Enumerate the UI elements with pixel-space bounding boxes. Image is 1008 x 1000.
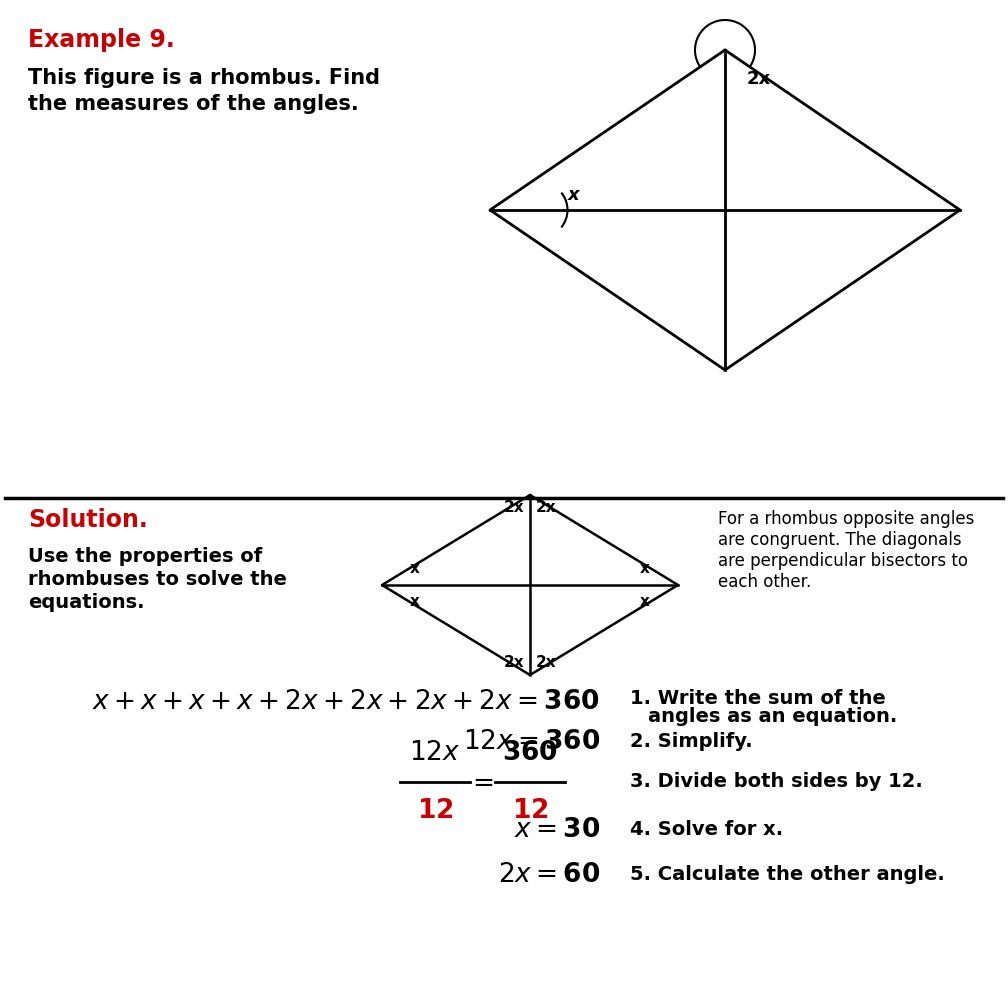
Text: 2. Simplify.: 2. Simplify. [630,732,753,751]
Text: 2x: 2x [536,655,556,670]
Text: $\mathbf{12}$: $\mathbf{12}$ [512,798,548,824]
Text: $=$: $=$ [467,769,493,795]
Text: 2x: 2x [503,655,524,670]
Text: Solution.: Solution. [28,508,148,532]
Text: are congruent. The diagonals: are congruent. The diagonals [718,531,962,549]
Text: $\mathit{x} + \mathit{x} + \mathit{x} + \mathit{x} + 2\mathit{x} + 2\mathit{x} +: $\mathit{x} + \mathit{x} + \mathit{x} + … [93,689,600,715]
Text: This figure is a rhombus. Find: This figure is a rhombus. Find [28,68,380,88]
Text: 4. Solve for x.: 4. Solve for x. [630,820,783,839]
Text: 1. Write the sum of the: 1. Write the sum of the [630,689,886,708]
Text: x: x [640,561,650,576]
Text: equations.: equations. [28,593,144,612]
Text: $12\mathit{x}$: $12\mathit{x}$ [409,740,461,766]
Text: each other.: each other. [718,573,811,591]
Text: are perpendicular bisectors to: are perpendicular bisectors to [718,552,968,570]
Text: 2x: 2x [747,70,771,88]
Text: $2\mathit{x} = \mathbf{60}$: $2\mathit{x} = \mathbf{60}$ [498,862,600,888]
Text: x: x [410,594,420,609]
Text: For a rhombus opposite angles: For a rhombus opposite angles [718,510,975,528]
Text: x: x [640,594,650,609]
Text: $\mathit{x} = \mathbf{30}$: $\mathit{x} = \mathbf{30}$ [514,817,600,843]
Text: angles as an equation.: angles as an equation. [648,707,897,726]
Text: the measures of the angles.: the measures of the angles. [28,94,359,114]
Text: x: x [410,561,420,576]
Text: x: x [568,186,580,204]
Text: rhombuses to solve the: rhombuses to solve the [28,570,287,589]
Text: $\mathbf{360}$: $\mathbf{360}$ [502,740,557,766]
Text: $12\mathit{x} = \mathbf{360}$: $12\mathit{x} = \mathbf{360}$ [463,729,600,755]
Text: 5. Calculate the other angle.: 5. Calculate the other angle. [630,865,944,884]
Text: 2x: 2x [503,500,524,515]
Text: Example 9.: Example 9. [28,28,174,52]
Text: Use the properties of: Use the properties of [28,547,262,566]
Text: $\mathbf{12}$: $\mathbf{12}$ [416,798,454,824]
Text: 2x: 2x [536,500,556,515]
Text: 3. Divide both sides by 12.: 3. Divide both sides by 12. [630,772,922,791]
